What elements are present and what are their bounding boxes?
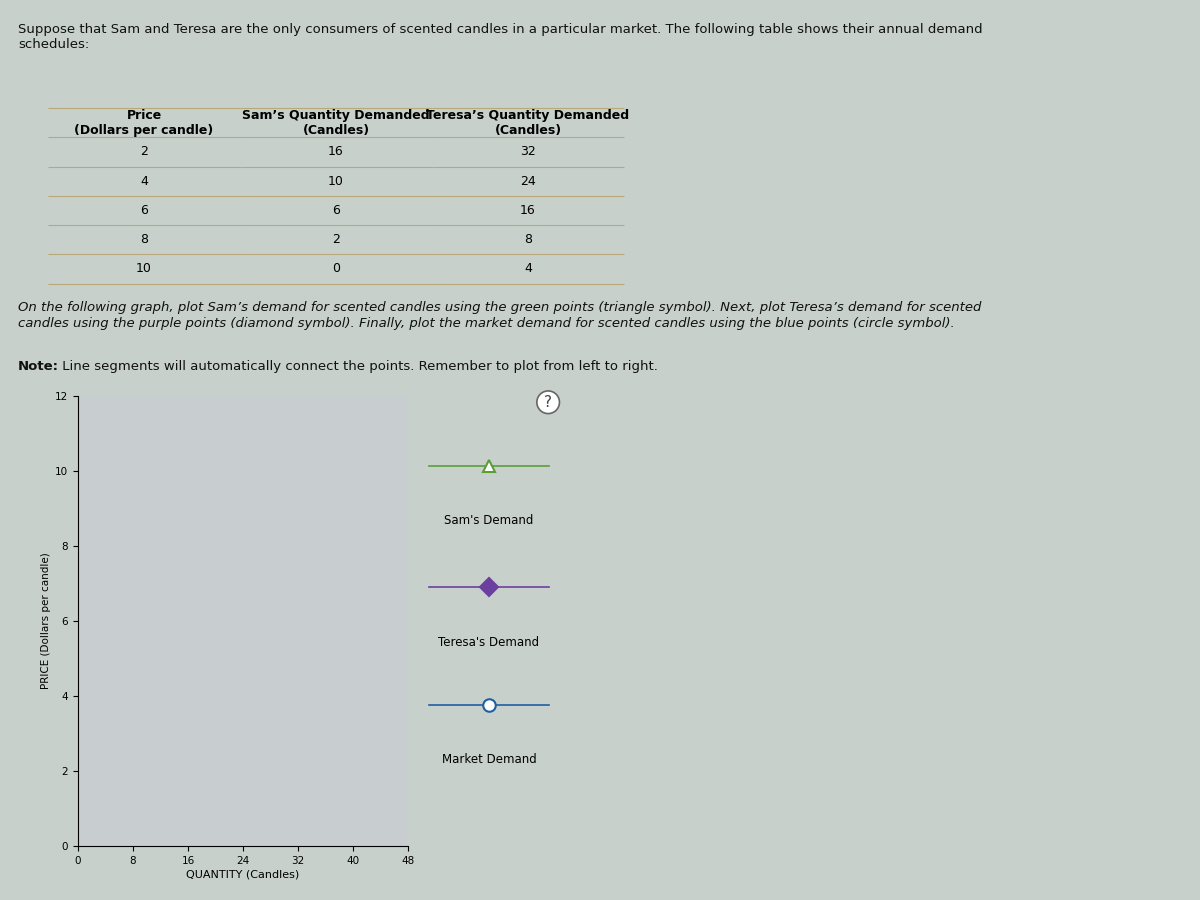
Text: Suppose that Sam and Teresa are the only consumers of scented candles in a parti: Suppose that Sam and Teresa are the only… <box>18 22 983 50</box>
Text: Market Demand: Market Demand <box>442 753 536 766</box>
Text: On the following graph, plot Sam’s demand for scented candles using the green po: On the following graph, plot Sam’s deman… <box>18 302 982 329</box>
X-axis label: QUANTITY (Candles): QUANTITY (Candles) <box>186 870 300 880</box>
Text: Line segments will automatically connect the points. Remember to plot from left : Line segments will automatically connect… <box>58 360 658 373</box>
Y-axis label: PRICE (Dollars per candle): PRICE (Dollars per candle) <box>41 553 50 689</box>
Text: ?: ? <box>544 395 552 410</box>
Text: Note:: Note: <box>18 360 59 373</box>
Text: Teresa's Demand: Teresa's Demand <box>438 635 540 649</box>
Text: Sam's Demand: Sam's Demand <box>444 514 534 527</box>
